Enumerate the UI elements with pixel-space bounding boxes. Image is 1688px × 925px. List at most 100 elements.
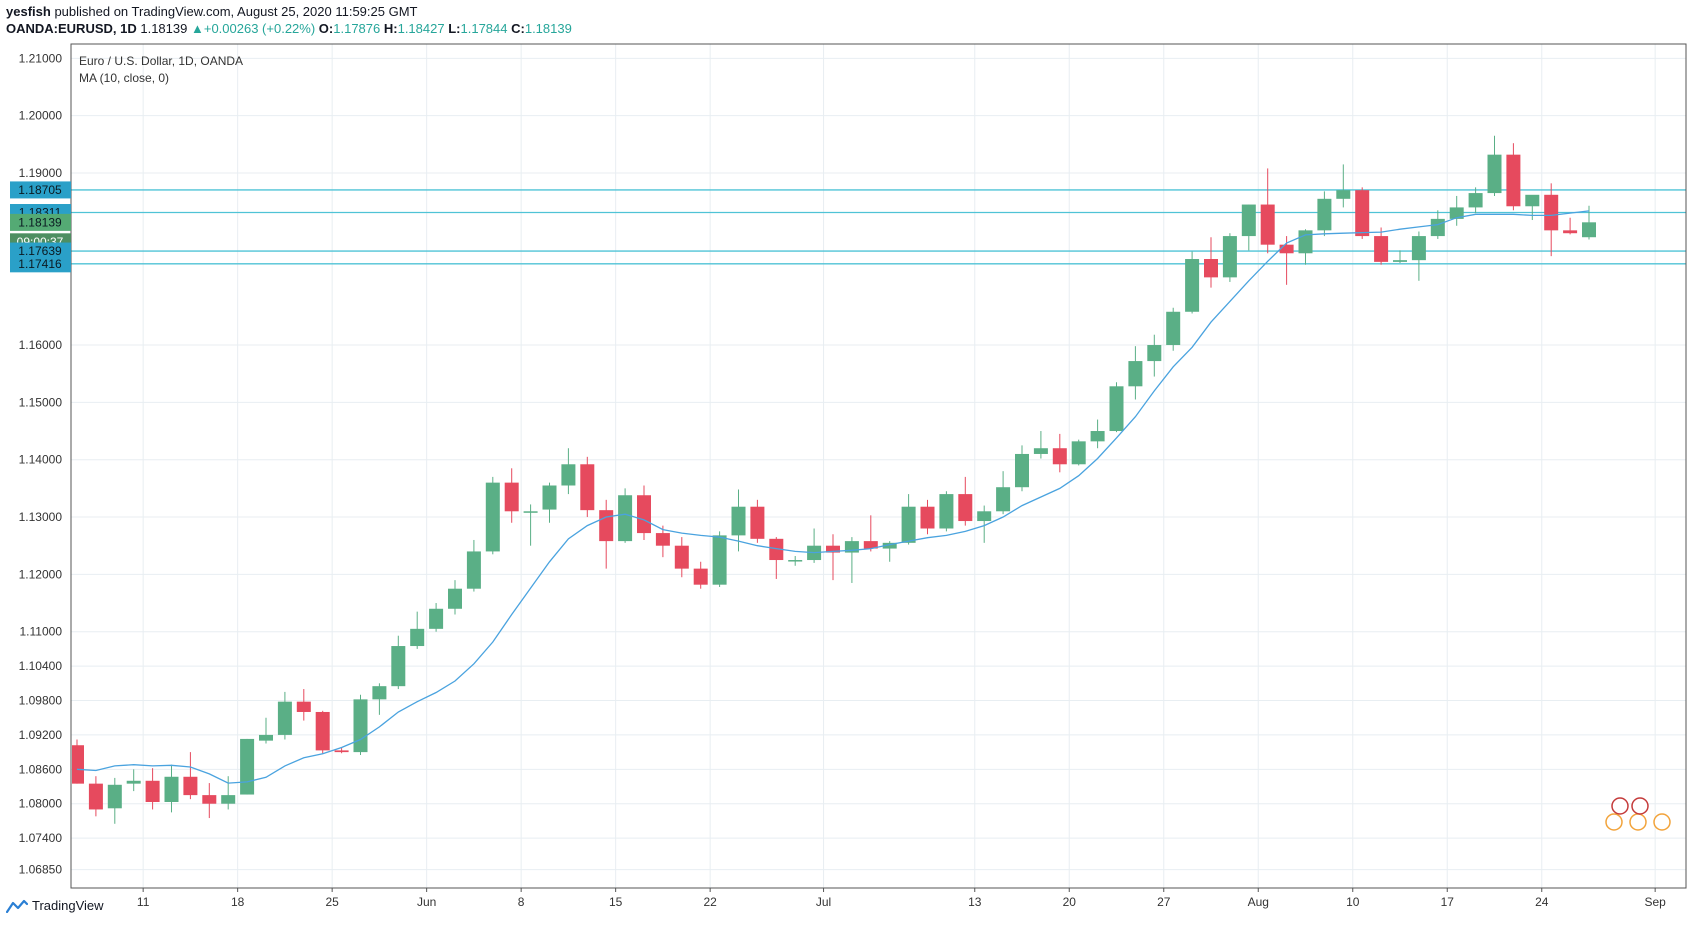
candle-body xyxy=(504,482,519,512)
x-tick-label: Sep xyxy=(1644,895,1666,909)
candle-body xyxy=(1260,204,1275,245)
price-label-bg xyxy=(10,242,71,260)
x-tick-label: 20 xyxy=(1063,895,1077,909)
candle-body xyxy=(1487,154,1502,194)
candle-body xyxy=(599,510,614,542)
ohlc-header: OANDA:EURUSD, 1D 1.18139 ▲+0.00263 (+0.2… xyxy=(6,21,572,36)
y-tick-label: 1.12000 xyxy=(19,567,63,581)
price-labels: 1.187051.183111.1813909:00:371.176391.17… xyxy=(10,181,71,273)
candle-body xyxy=(315,711,330,751)
flag-icon xyxy=(1629,813,1647,831)
close-label: C: xyxy=(511,21,525,36)
brand-text: TradingView xyxy=(32,898,104,913)
symbol-text: OANDA:EURUSD, 1D xyxy=(6,21,137,36)
x-tick-label: Jul xyxy=(816,895,831,909)
candle-body xyxy=(221,795,236,804)
price-label: 1.18705 xyxy=(18,183,62,197)
candle-body xyxy=(939,494,954,529)
candle-body xyxy=(88,783,103,810)
candle-body xyxy=(788,560,803,562)
event-flags[interactable] xyxy=(1605,797,1671,831)
price-label: 1.18139 xyxy=(18,215,62,229)
price-label: 1.17416 xyxy=(18,257,62,271)
candle-body xyxy=(693,568,708,585)
x-tick-label: 22 xyxy=(703,895,717,909)
change-arrow-icon: ▲ xyxy=(190,21,204,36)
candle-body xyxy=(1336,190,1351,199)
y-tick-label: 1.21000 xyxy=(19,51,63,65)
candle-body xyxy=(466,551,481,589)
candle-body xyxy=(183,776,198,796)
x-tick-label: Jun xyxy=(417,895,436,909)
legend-title: Euro / U.S. Dollar, 1D, OANDA xyxy=(79,54,243,68)
candle-body xyxy=(391,646,406,687)
candle-body xyxy=(1166,311,1181,346)
y-tick-label: 1.15000 xyxy=(19,395,63,409)
open-value: 1.17876 xyxy=(333,21,381,36)
grid xyxy=(71,44,1686,888)
candle-body xyxy=(1468,193,1483,208)
candle-body xyxy=(202,795,217,804)
candle-body xyxy=(164,776,179,802)
candle-body xyxy=(259,734,273,741)
candle-body xyxy=(1374,236,1389,262)
publish-info: yesfish published on TradingView.com, Au… xyxy=(6,4,417,19)
candle-body xyxy=(372,686,387,700)
candle-body xyxy=(674,545,689,569)
change-text: +0.00263 (+0.22%) xyxy=(203,21,316,36)
candle-body xyxy=(731,506,746,536)
candle-body xyxy=(448,588,462,609)
candle-body xyxy=(429,608,444,629)
candle-body xyxy=(1204,259,1218,278)
y-tick-label: 1.16000 xyxy=(19,338,63,352)
y-tick-label: 1.14000 xyxy=(19,453,63,467)
y-tick-label: 1.10400 xyxy=(19,659,63,673)
candle-body xyxy=(1449,207,1464,219)
candle-body xyxy=(769,538,784,561)
candle-body xyxy=(126,780,141,784)
candle-body xyxy=(1033,448,1048,454)
x-tick-label: 10 xyxy=(1346,895,1360,909)
candle-body xyxy=(750,506,765,539)
y-tick-label: 1.08600 xyxy=(19,762,63,776)
candle-body xyxy=(542,485,557,510)
low-value: 1.17844 xyxy=(460,21,508,36)
open-label: O: xyxy=(318,21,334,36)
candle-body xyxy=(1563,230,1578,234)
candle-body xyxy=(1241,204,1256,237)
ma-line xyxy=(76,210,1590,784)
y-tick-label: 1.11000 xyxy=(20,625,63,639)
footer-brand[interactable]: TradingView xyxy=(6,898,104,913)
x-tick-label: 18 xyxy=(231,895,245,909)
x-tick-label: 13 xyxy=(968,895,982,909)
candle-body xyxy=(145,780,160,802)
candle-body xyxy=(712,535,727,585)
candle-body xyxy=(1544,194,1559,231)
candle-body xyxy=(996,487,1011,512)
candle-body xyxy=(72,745,84,784)
flag-icon xyxy=(1605,813,1623,831)
moving-average xyxy=(76,210,1590,784)
plot-border xyxy=(70,43,1687,889)
candle-body xyxy=(1090,431,1105,442)
candle-body xyxy=(901,506,916,543)
candle-body xyxy=(1147,345,1162,362)
candle-body xyxy=(1279,244,1294,254)
x-tick-label: 15 xyxy=(609,895,623,909)
x-axis[interactable]: 11 18 25 Jun 8 15 22 Jul 13 20 27 Aug 10 17 24 Sep xyxy=(137,888,1666,909)
flag-icon xyxy=(1631,797,1649,815)
y-axis[interactable]: 1.21000 1.20000 1.19000 1.16000 1.15000 1.140… xyxy=(19,51,63,876)
x-tick-label: 17 xyxy=(1441,895,1455,909)
price-label-bg xyxy=(10,181,71,199)
candle-body xyxy=(1355,190,1370,237)
high-value: 1.18427 xyxy=(397,21,445,36)
x-tick-label: 8 xyxy=(518,895,525,909)
candle-body xyxy=(655,533,670,546)
candle-body xyxy=(882,542,897,549)
x-tick-label: 27 xyxy=(1157,895,1171,909)
candle-body xyxy=(1430,218,1445,237)
chart-frame xyxy=(70,43,1687,889)
candle-body xyxy=(561,464,576,486)
last-price: 1.18139 xyxy=(140,21,188,36)
